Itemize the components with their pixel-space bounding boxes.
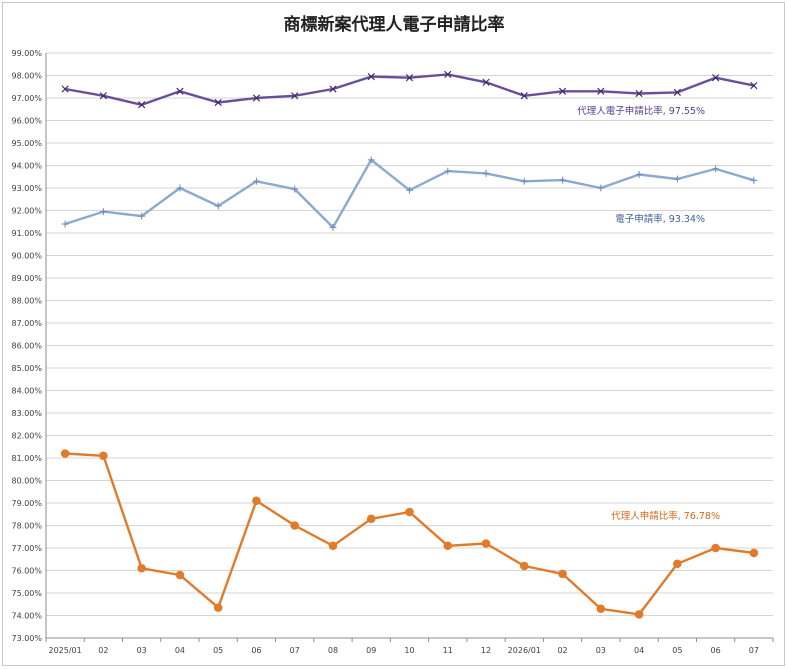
y-tick-label: 95.00% xyxy=(11,139,42,148)
data-point xyxy=(406,508,414,516)
x-tick-label: 03 xyxy=(596,646,606,655)
x-tick-label: 05 xyxy=(213,646,223,655)
x-tick-label: 12 xyxy=(481,646,491,655)
y-tick-label: 80.00% xyxy=(11,477,42,486)
data-point xyxy=(674,176,681,183)
data-point xyxy=(520,562,528,570)
y-tick-label: 87.00% xyxy=(11,319,42,328)
x-tick-label: 03 xyxy=(137,646,147,655)
data-point xyxy=(483,170,490,177)
series-line-agent_electronic xyxy=(65,74,754,104)
y-tick-label: 85.00% xyxy=(11,364,42,373)
y-tick-label: 92.00% xyxy=(11,207,42,216)
x-tick-label: 2025/01 xyxy=(49,646,82,655)
data-point xyxy=(597,185,604,192)
x-tick-label: 02 xyxy=(98,646,108,655)
x-tick-label: 10 xyxy=(404,646,414,655)
data-point xyxy=(482,540,490,548)
annotations: 代理人電子申請比率, 97.55% 電子申請率, 93.34% 代理人申請比率, 7… xyxy=(577,105,720,522)
y-tick-label: 78.00% xyxy=(11,522,42,531)
data-point xyxy=(100,208,107,215)
y-tick-label: 73.00% xyxy=(11,634,42,643)
data-point xyxy=(635,611,643,619)
y-tick-label: 94.00% xyxy=(11,162,42,171)
x-axis: 2025/01 02 03 04 05 06 07 08 09 10 11 12 2026/01 02 03… xyxy=(46,638,773,655)
y-tick-label: 96.00% xyxy=(11,117,42,126)
data-point xyxy=(253,497,261,505)
y-tick-label: 75.00% xyxy=(11,589,42,598)
y-tick-label: 99.00% xyxy=(11,49,42,58)
y-tick-label: 76.00% xyxy=(11,567,42,576)
data-point xyxy=(712,544,720,552)
x-tick-label: 09 xyxy=(366,646,376,655)
series-label-electronic: 電子申請率, 93.34% xyxy=(615,213,705,225)
y-axis: 73.00% 74.00% 75.00% 76.00% 77.00% 78.00% 79.0… xyxy=(11,49,46,643)
data-point xyxy=(61,450,69,458)
y-tick-label: 88.00% xyxy=(11,297,42,306)
y-tick-label: 74.00% xyxy=(11,612,42,621)
x-tick-label: 02 xyxy=(557,646,567,655)
data-point xyxy=(750,177,757,184)
x-tick-label: 07 xyxy=(749,646,759,655)
x-tick-label: 2026/01 xyxy=(508,646,541,655)
x-tick-label: 11 xyxy=(443,646,453,655)
y-tick-label: 89.00% xyxy=(11,274,42,283)
x-tick-label: 04 xyxy=(175,646,185,655)
data-point xyxy=(521,178,528,185)
x-tick-label: 08 xyxy=(328,646,338,655)
x-tick-label: 05 xyxy=(672,646,682,655)
y-tick-label: 91.00% xyxy=(11,229,42,238)
y-tick-label: 84.00% xyxy=(11,387,42,396)
series-label-agent_electronic: 代理人電子申請比率, 97.55% xyxy=(577,105,705,117)
y-tick-label: 90.00% xyxy=(11,252,42,261)
x-tick-label: 04 xyxy=(634,646,644,655)
x-tick-label: 07 xyxy=(290,646,300,655)
data-point xyxy=(636,171,643,178)
series-agent_electronic xyxy=(62,71,757,108)
y-tick-label: 79.00% xyxy=(11,499,42,508)
data-point xyxy=(138,564,146,572)
data-point xyxy=(214,604,222,612)
data-point xyxy=(750,549,758,557)
y-tick-label: 81.00% xyxy=(11,454,42,463)
series-layer xyxy=(61,71,757,618)
data-point xyxy=(559,177,566,184)
y-tick-label: 97.00% xyxy=(11,94,42,103)
data-point xyxy=(597,605,605,613)
series-line-agent_application xyxy=(65,454,754,615)
y-tick-label: 93.00% xyxy=(11,184,42,193)
y-tick-label: 77.00% xyxy=(11,544,42,553)
data-point xyxy=(176,571,184,579)
y-tick-label: 82.00% xyxy=(11,432,42,441)
y-tick-label: 86.00% xyxy=(11,342,42,351)
data-point xyxy=(291,522,299,530)
data-point xyxy=(674,560,682,568)
x-tick-label: 06 xyxy=(711,646,721,655)
data-point xyxy=(367,515,375,523)
data-point xyxy=(559,570,567,578)
x-tick-label: 06 xyxy=(251,646,261,655)
series-label-agent_application: 代理人申請比率, 76.78% xyxy=(611,510,720,522)
gridlines xyxy=(46,53,773,638)
y-tick-label: 98.00% xyxy=(11,72,42,81)
data-point xyxy=(62,221,69,228)
data-point xyxy=(444,542,452,550)
data-point xyxy=(712,165,719,172)
data-point xyxy=(329,542,337,550)
data-point xyxy=(100,452,108,460)
y-tick-label: 83.00% xyxy=(11,409,42,418)
